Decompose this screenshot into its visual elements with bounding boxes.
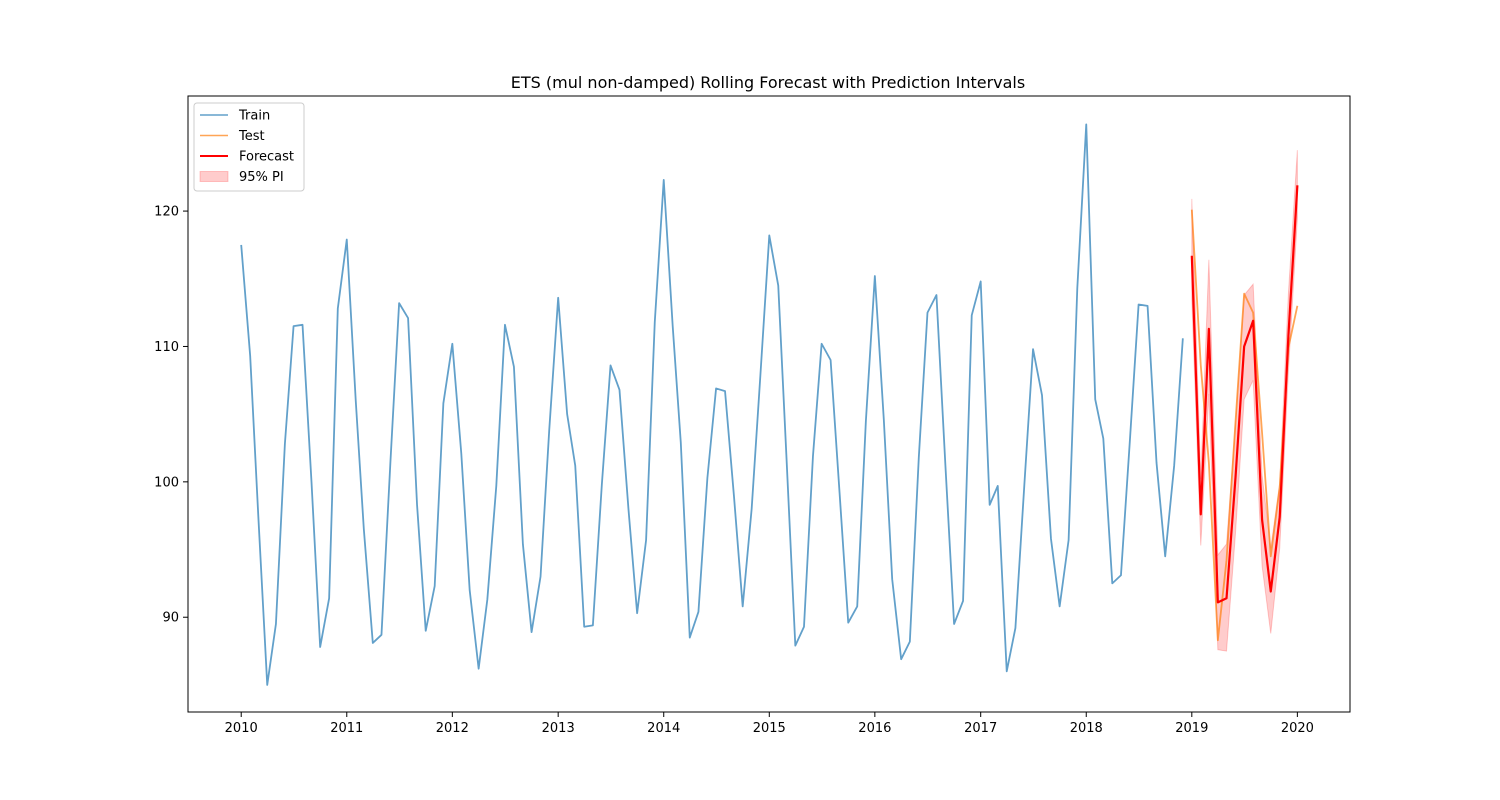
x-tick-label: 2010: [225, 721, 258, 736]
legend-train-label: Train: [238, 109, 270, 124]
y-tick-label: 120: [154, 205, 179, 220]
x-tick-label: 2015: [753, 721, 786, 736]
x-tick-label: 2016: [858, 721, 891, 736]
x-axis: 2010 2011 2012 2013 2014 2015 2016 2017 2018 2019…: [225, 712, 1314, 736]
legend-pi-label: 95% PI: [239, 170, 284, 185]
legend-test-label: Test: [238, 129, 265, 144]
y-tick-label: 110: [154, 340, 179, 355]
plot-area: [240, 123, 1299, 686]
legend-forecast-label: Forecast: [239, 150, 294, 165]
x-tick-label: 2013: [542, 721, 575, 736]
chart-title: ETS (mul non-damped) Rolling Forecast wi…: [511, 73, 1025, 92]
x-tick-label: 2011: [330, 721, 363, 736]
legend: Train Test Forecast 95% PI: [193, 102, 305, 192]
plot-frame: [187, 95, 1351, 713]
x-tick-label: 2014: [647, 721, 680, 736]
y-axis: 90 100 110 120: [154, 205, 188, 626]
x-tick-label: 2018: [1070, 721, 1103, 736]
legend-pi-swatch: [199, 171, 229, 182]
y-tick-label: 90: [162, 611, 179, 626]
y-tick-label: 100: [154, 475, 179, 490]
train-line: [240, 123, 1184, 686]
x-tick-label: 2019: [1175, 721, 1208, 736]
forecast-line: [1190, 185, 1299, 604]
pi-band: [1191, 150, 1298, 652]
x-tick-label: 2012: [436, 721, 469, 736]
x-tick-label: 2020: [1281, 721, 1314, 736]
legend-box: [193, 102, 305, 192]
x-tick-label: 2017: [964, 721, 997, 736]
test-line: [1190, 209, 1299, 642]
